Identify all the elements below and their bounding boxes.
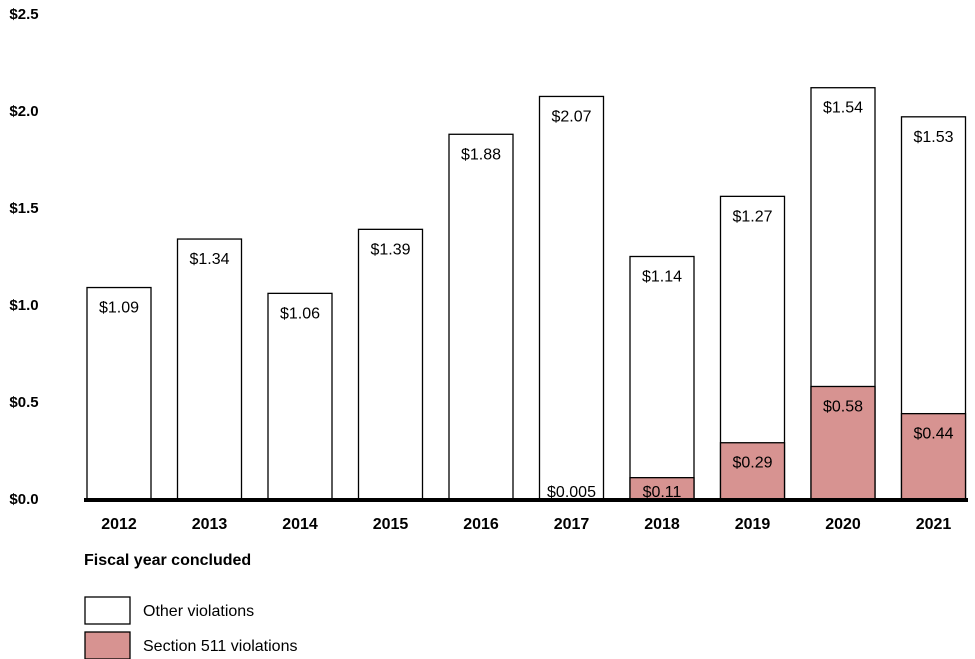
- data-label-other-violations: $1.34: [189, 251, 229, 268]
- y-tick-label: $0.0: [9, 491, 38, 508]
- bar-section-511-violations: [719, 442, 786, 500]
- x-tick-label: 2014: [282, 516, 318, 533]
- x-tick-label: 2021: [916, 516, 952, 533]
- bar-other-violations: [86, 286, 152, 500]
- y-tick-label: $0.5: [9, 394, 38, 411]
- legend-swatch: [84, 596, 131, 625]
- bar-other-violations: [448, 133, 514, 500]
- data-label-section-511-violations: $0.11: [643, 484, 682, 501]
- y-tick-label: $1.5: [9, 200, 38, 217]
- x-tick-label: 2016: [463, 516, 499, 533]
- bar-other-violations: [267, 292, 333, 500]
- data-label-section-511-violations: $0.005: [547, 484, 596, 501]
- data-label-other-violations: $1.39: [370, 241, 410, 258]
- bar-section-511-violations: [900, 412, 967, 500]
- data-label-other-violations: $1.27: [732, 208, 772, 225]
- x-tick-label: 2018: [644, 516, 680, 533]
- legend-label: Section 511 violations: [143, 638, 297, 655]
- data-label-section-511-violations: $0.29: [732, 455, 772, 472]
- x-tick-label: 2015: [373, 516, 409, 533]
- x-tick-label: 2012: [101, 516, 137, 533]
- data-label-other-violations: $1.54: [823, 100, 863, 117]
- legend-label: Other violations: [143, 603, 254, 620]
- x-tick-label: 2013: [192, 516, 228, 533]
- bar-section-511-violations: [810, 385, 876, 500]
- y-tick-label: $1.0: [9, 297, 38, 314]
- x-tick-label: 2020: [825, 516, 861, 533]
- x-tick-label: 2017: [554, 516, 590, 533]
- bar-other-violations: [538, 95, 605, 500]
- legend: Other violations Section 511 violations: [84, 596, 297, 659]
- bar-other-violations: [176, 238, 243, 500]
- x-axis: 2012 2013 2014 2015 2016 2017 2018 2019 2020 2021: [101, 516, 951, 533]
- bar-other-violations: [357, 228, 424, 500]
- legend-swatch: [84, 631, 131, 659]
- data-label-other-violations: $1.14: [642, 269, 682, 286]
- data-label-other-violations: $2.07: [551, 108, 591, 125]
- data-label-other-violations: $1.53: [913, 129, 953, 146]
- data-label-section-511-violations: $0.44: [913, 426, 953, 443]
- y-tick-label: $2.0: [9, 103, 38, 120]
- data-label-other-violations: $1.09: [99, 300, 139, 317]
- x-tick-label: 2019: [735, 516, 771, 533]
- bars-group: $1.09 $1.34 $1.06 $1.39 $1.88 $2.07 $0.005 $1.1…: [86, 87, 967, 501]
- bar-other-violations: [629, 255, 695, 500]
- data-label-other-violations: $1.06: [280, 305, 320, 322]
- y-tick-label: $2.5: [9, 6, 38, 23]
- data-label-section-511-violations: $0.58: [823, 398, 863, 415]
- y-axis: $0.0 $0.5 $1.0 $1.5 $2.0 $2.5: [9, 6, 38, 508]
- x-axis-title: Fiscal year concluded: [84, 552, 251, 569]
- data-label-other-violations: $1.88: [461, 146, 501, 163]
